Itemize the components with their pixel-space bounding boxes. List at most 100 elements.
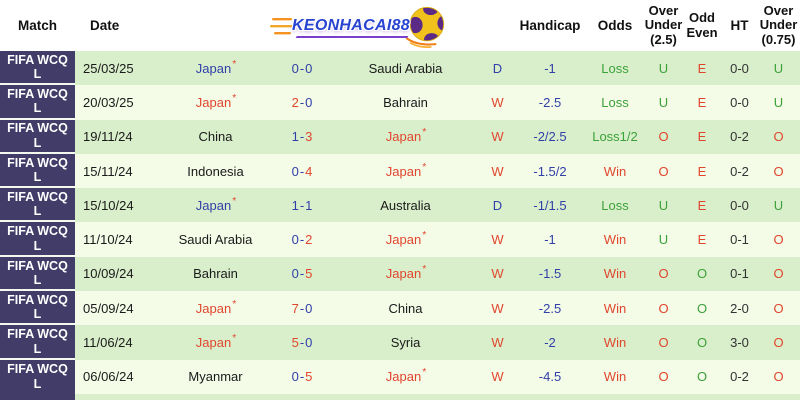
odd-even-cell: O bbox=[696, 266, 708, 282]
handicap-cell: -1 bbox=[544, 60, 556, 76]
table-row: FIFA WCQ L 25/03/25 Japan * 0-0 Saudi Ara… bbox=[0, 51, 800, 86]
over-under-25-cell: U bbox=[658, 197, 669, 213]
halftime-score-cell: 0-1 bbox=[730, 232, 749, 248]
halftime-score-cell: 0-0 bbox=[730, 94, 749, 110]
handicap-cell: -1.5 bbox=[538, 266, 562, 282]
odd-even-cell: O bbox=[696, 335, 708, 351]
score-separator: - bbox=[299, 163, 305, 179]
score-cell: 7-0 bbox=[272, 291, 332, 325]
away-goals: 0 bbox=[305, 335, 313, 351]
score-separator: - bbox=[299, 300, 305, 316]
home-goals: 1 bbox=[291, 197, 299, 213]
halftime-score-cell: 0-2 bbox=[730, 369, 749, 385]
over-under-25-cell: O bbox=[658, 266, 669, 282]
away-team-cell: Japan * bbox=[332, 154, 480, 188]
home-team-name: Japan bbox=[195, 300, 232, 316]
home-team-name: China bbox=[198, 129, 233, 145]
odd-even-cell: E bbox=[697, 129, 707, 145]
away-team-name: China bbox=[388, 300, 423, 316]
away-team-cell: Bahrain bbox=[332, 85, 480, 119]
partial-league-cell bbox=[0, 393, 75, 400]
over-under-25-cell: U bbox=[658, 94, 669, 110]
away-team-name: Syria bbox=[390, 335, 421, 351]
home-team-cell: Japan * bbox=[160, 325, 272, 359]
score-cell: 2-0 bbox=[272, 85, 332, 119]
score-cell: 0-0 bbox=[272, 51, 332, 85]
star-marker: * bbox=[422, 127, 427, 139]
date-cell: 15/11/24 bbox=[83, 163, 133, 179]
date-cell: 06/06/24 bbox=[83, 369, 134, 385]
handicap-cell: -4.5 bbox=[538, 369, 562, 385]
home-team-name: Bahrain bbox=[193, 266, 238, 282]
odd-even-cell: E bbox=[697, 232, 707, 248]
odd-even-cell: E bbox=[697, 197, 707, 213]
over-under-25-cell: O bbox=[658, 163, 669, 179]
handicap-cell: -1 bbox=[544, 232, 556, 248]
home-team-name: Japan bbox=[195, 60, 232, 76]
away-team-name: Saudi Arabia bbox=[368, 60, 443, 76]
col-header-over-under-075: Over Under (0.75) bbox=[759, 2, 798, 47]
keonhacai88-logo[interactable]: KEONHACAI88 bbox=[270, 4, 446, 48]
table-row: FIFA WCQ L 19/11/24 China 1-3 Japan * W -… bbox=[0, 119, 800, 154]
away-team-name: Japan bbox=[385, 266, 422, 282]
col-header-match: Match bbox=[17, 18, 57, 33]
score-separator: - bbox=[299, 60, 305, 76]
league-cell: FIFA WCQ L bbox=[0, 291, 75, 326]
over-under-075-cell: O bbox=[773, 335, 784, 351]
col-header-odds: Odds bbox=[597, 18, 633, 33]
home-team-name: Myanmar bbox=[188, 369, 243, 385]
away-team-cell: Syria bbox=[332, 325, 480, 359]
away-team-cell: Japan * bbox=[332, 222, 480, 256]
score-separator: - bbox=[299, 129, 305, 145]
league-cell: FIFA WCQ L bbox=[0, 188, 75, 223]
col-header-ht: HT bbox=[730, 18, 749, 33]
league-cell: FIFA WCQ L bbox=[0, 222, 75, 257]
handicap-cell: -1/1.5 bbox=[533, 197, 567, 213]
over-under-075-cell: O bbox=[773, 266, 784, 282]
date-cell: 11/10/24 bbox=[83, 232, 133, 248]
halftime-score-cell: 0-2 bbox=[730, 129, 749, 145]
over-under-075-cell: O bbox=[773, 129, 784, 145]
away-team-cell: Japan * bbox=[332, 120, 480, 154]
away-team-name: Australia bbox=[380, 197, 431, 213]
star-marker: * bbox=[232, 92, 237, 104]
table-row: FIFA WCQ L 20/03/25 Japan * 2-0 Bahrain W… bbox=[0, 85, 800, 120]
away-goals: 3 bbox=[305, 129, 313, 145]
star-marker: * bbox=[232, 58, 237, 70]
table-row: FIFA WCQ L 11/06/24 Japan * 5-0 Syria W -… bbox=[0, 325, 800, 360]
col-header-date: Date bbox=[90, 18, 120, 33]
home-team-cell: Saudi Arabia bbox=[160, 222, 272, 256]
odd-even-cell: E bbox=[697, 60, 707, 76]
away-goals: 1 bbox=[305, 197, 313, 213]
home-team-name: Japan bbox=[195, 197, 232, 213]
over-under-075-cell: O bbox=[773, 300, 784, 316]
home-goals: 7 bbox=[291, 300, 299, 316]
home-goals: 0 bbox=[291, 266, 299, 282]
home-team-cell: Japan * bbox=[160, 51, 272, 85]
date-cell: 11/06/24 bbox=[83, 335, 133, 351]
score-separator: - bbox=[299, 266, 305, 282]
result-cell: D bbox=[492, 60, 503, 76]
table-row: FIFA WCQ L 15/11/24 Indonesia 0-4 Japan *… bbox=[0, 153, 800, 189]
over-under-25-cell: O bbox=[658, 335, 669, 351]
result-cell: W bbox=[491, 129, 504, 145]
halftime-score-cell: 0-0 bbox=[730, 197, 749, 213]
league-cell: FIFA WCQ L bbox=[0, 325, 75, 360]
odd-even-cell: O bbox=[696, 369, 708, 385]
home-team-cell: China bbox=[160, 120, 272, 154]
away-goals: 5 bbox=[305, 266, 313, 282]
result-cell: W bbox=[491, 94, 504, 110]
home-team-cell: Myanmar bbox=[160, 360, 272, 394]
odds-cell: Win bbox=[603, 266, 627, 282]
odds-cell: Loss1/2 bbox=[592, 129, 638, 145]
result-cell: W bbox=[491, 335, 504, 351]
odd-even-cell: E bbox=[697, 94, 707, 110]
halftime-score-cell: 0-0 bbox=[730, 60, 749, 76]
league-cell: FIFA WCQ L bbox=[0, 153, 75, 189]
over-under-075-cell: O bbox=[773, 369, 784, 385]
handicap-cell: -1.5/2 bbox=[533, 163, 567, 179]
date-cell: 25/03/25 bbox=[83, 60, 134, 76]
halftime-score-cell: 0-2 bbox=[730, 163, 749, 179]
star-marker: * bbox=[232, 333, 237, 345]
result-cell: D bbox=[492, 197, 503, 213]
